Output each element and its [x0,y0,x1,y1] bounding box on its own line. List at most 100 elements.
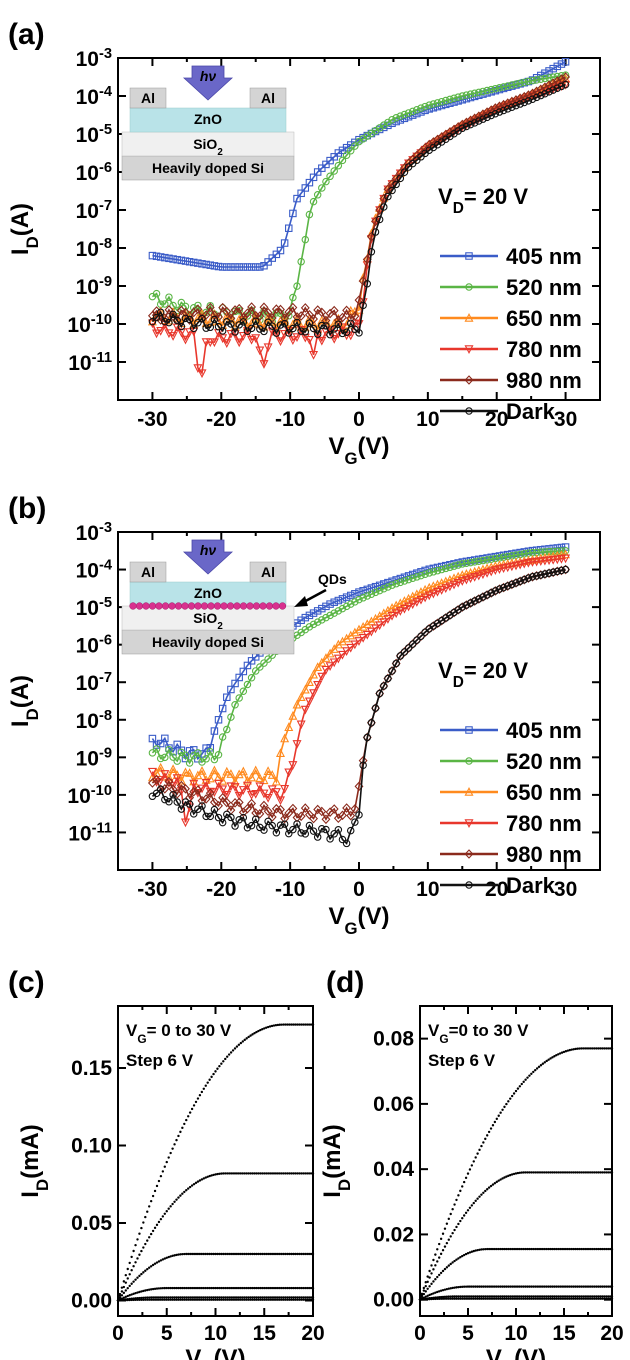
data-point [558,1052,562,1055]
data-point [589,1171,593,1174]
data-point [156,306,166,316]
data-point [593,1295,596,1298]
data-point [601,1295,604,1298]
quantum-dot [168,602,176,610]
data-point [163,1296,166,1299]
data-point [605,1297,608,1300]
quantum-dot [161,602,170,610]
data-point [188,1296,192,1299]
data-point [251,815,260,824]
data-point [509,1097,512,1100]
data-point [472,1249,475,1253]
data-point [173,1296,176,1299]
data-point [539,1247,543,1251]
data-point [528,1297,531,1300]
data-point [505,1175,508,1178]
data-point [284,722,294,732]
data-point [428,1293,431,1297]
data-point [417,571,425,580]
data-point [193,304,203,315]
data-point [243,1038,246,1042]
data-point [311,1252,315,1256]
data-point [384,192,392,201]
substrate-layer [121,155,295,181]
data-point [216,1286,219,1290]
data-point [458,603,467,611]
x-axis-label: VG(V) [328,433,389,468]
data-point [152,745,161,753]
data-point [276,1023,280,1027]
y-tick-label: 0.02 [373,1223,414,1246]
data-point [476,1197,479,1200]
data-point [239,1298,243,1301]
data-point [562,1247,566,1251]
data-point [503,1297,506,1300]
x-tick-label: 10 [204,1322,227,1345]
data-point [294,1286,297,1290]
data-point [591,1285,594,1288]
data-point [321,315,331,326]
data-point [539,1064,543,1067]
data-point [165,1286,168,1290]
data-point [194,749,202,757]
data-point [309,620,318,629]
data-point [520,1082,523,1086]
data-point [507,1295,510,1298]
data-point [197,795,207,806]
data-point [289,324,297,333]
data-point [610,1297,614,1300]
data-point [224,1057,227,1061]
data-point [572,1171,575,1174]
data-point [229,1286,233,1290]
data-point [487,1297,491,1300]
data-point [260,261,268,270]
data-point [239,1296,243,1299]
data-point [311,1286,315,1290]
data-point [187,1252,190,1256]
data-point [561,554,571,564]
data-point [296,1172,299,1175]
data-point [441,1232,445,1235]
data-point [583,1285,587,1288]
data-point [505,1102,508,1106]
legend-label: 780 nm [506,337,582,362]
data-point [209,338,219,348]
data-point [524,1297,527,1300]
data-point [520,1247,523,1251]
y-tick-label: 0.00 [71,1290,112,1313]
data-point [185,1189,188,1192]
data-point [503,582,512,590]
data-point [589,1285,593,1288]
data-point [230,798,240,808]
data-point [547,1295,550,1298]
data-point [169,1205,172,1208]
data-point [470,597,479,605]
data-point [266,1298,270,1301]
data-point [591,1047,594,1050]
data-point [168,311,178,322]
data-point [383,615,393,624]
data-point [487,589,495,597]
y-tick-label: 10-6 [76,160,112,185]
data-point [292,740,302,749]
data-point [501,1295,504,1298]
data-point [134,1243,137,1247]
data-point [549,1057,552,1060]
x-tick-label: -10 [275,408,305,431]
data-point [568,1247,571,1251]
data-point [595,1297,598,1300]
data-point [149,1199,153,1203]
data-point [200,1286,204,1290]
data-point [424,1290,427,1293]
data-point [534,1297,537,1300]
data-point [595,1285,598,1288]
data-point [163,1298,166,1301]
data-point [428,589,438,599]
data-point [214,1173,217,1176]
data-point [146,1210,149,1213]
data-point [188,1185,192,1189]
data-point [270,1172,274,1175]
data-point [185,315,194,324]
data-point [432,1280,435,1283]
data-point [587,1297,591,1300]
